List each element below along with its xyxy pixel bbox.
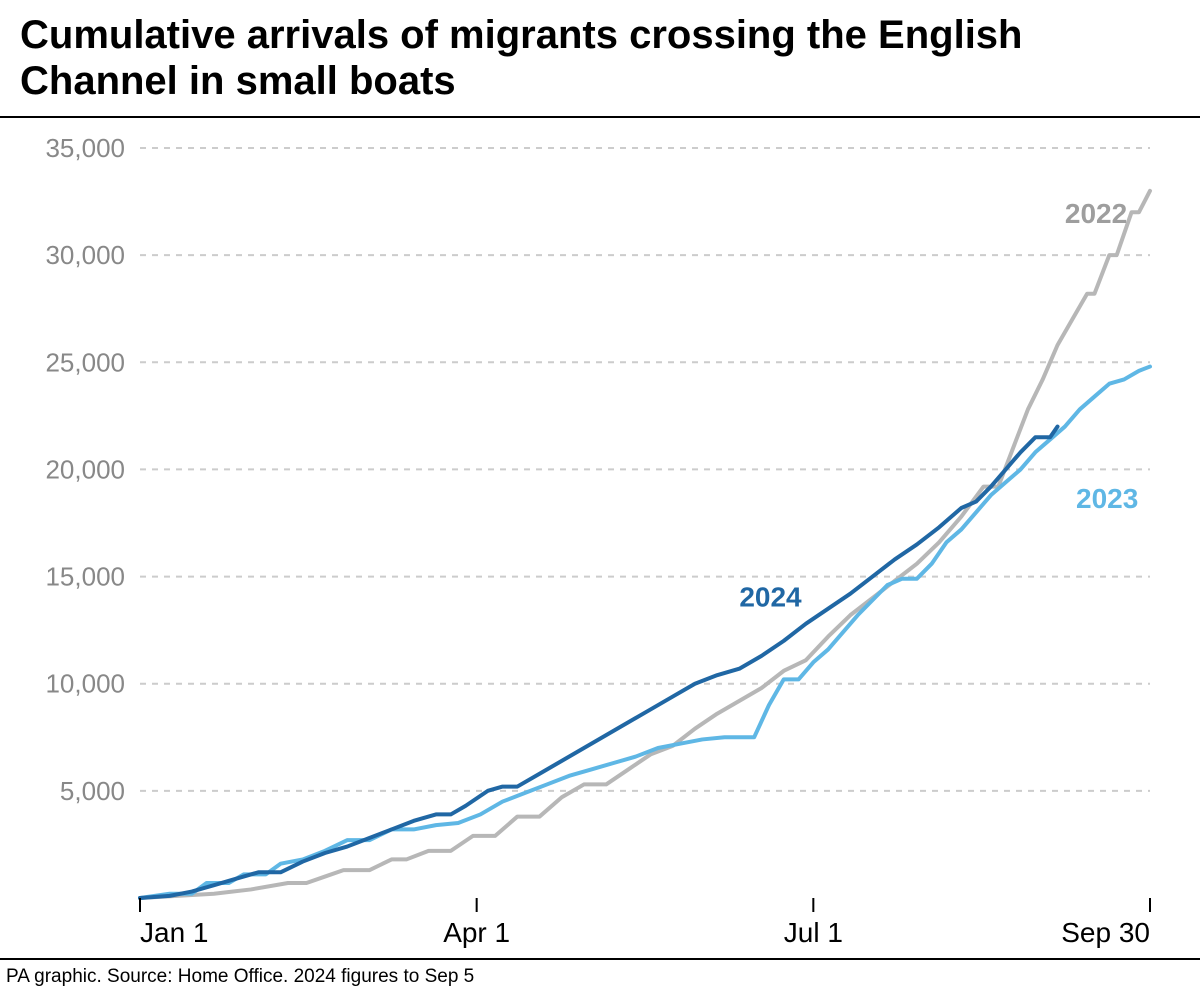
series-label-2024: 2024 [739, 582, 802, 613]
y-tick-label: 30,000 [45, 240, 125, 270]
y-tick-label: 15,000 [45, 562, 125, 592]
y-tick-label: 10,000 [45, 669, 125, 699]
series-2022 [140, 191, 1150, 898]
series-2023 [140, 367, 1150, 898]
series-2024 [140, 427, 1058, 898]
series-label-2023: 2023 [1076, 483, 1138, 514]
chart-title: Cumulative arrivals of migrants crossing… [0, 0, 1200, 118]
chart-svg: 5,000 10,000 15,000 20,000 25,000 30,000 35,00… [20, 138, 1180, 968]
y-tick-label: 35,000 [45, 138, 125, 163]
y-tick-label: 20,000 [45, 454, 125, 484]
chart-area: 5,000 10,000 15,000 20,000 25,000 30,000 35,00… [0, 118, 1200, 958]
y-tick-label: 5,000 [60, 776, 125, 806]
series-label-2022: 2022 [1065, 198, 1127, 229]
y-tick-label: 25,000 [45, 347, 125, 377]
x-tick-label: Jan 1 [140, 917, 209, 948]
x-tick-label: Sep 30 [1061, 917, 1150, 948]
x-tick-label: Apr 1 [443, 917, 510, 948]
x-tick-label: Jul 1 [784, 917, 843, 948]
